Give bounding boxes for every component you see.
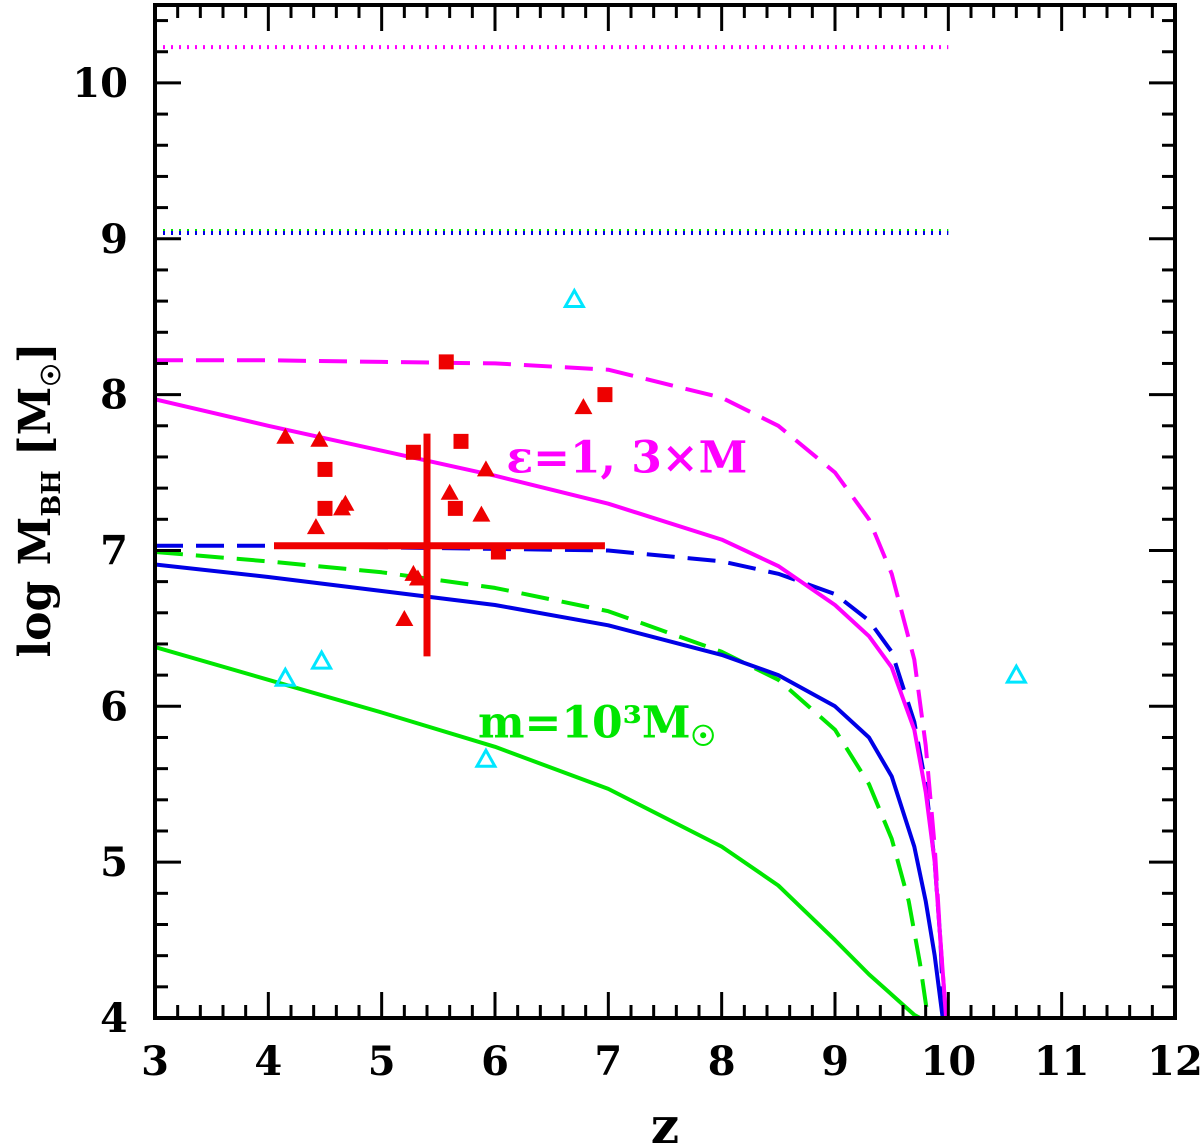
series-line-0 [155,645,921,1018]
y-axis-label: log MBH [M☉] [10,342,67,657]
y-axis-label-unit-close: ] [10,342,61,363]
series-line-1 [155,550,930,1018]
y-axis-label-unit: [M [10,387,61,457]
plot-frame [153,3,1177,1020]
axis-labels-group: z log MBH [M☉] [10,342,679,1148]
open-triangle-point-0 [273,666,297,687]
filled-square-point-1 [317,500,333,516]
x-tick-label-1: 4 [254,1038,282,1085]
filled-triangle-point-2 [306,518,325,535]
filled-square-point-4 [447,500,463,516]
filled-square-point-0 [317,461,333,477]
x-tick-label-4: 7 [594,1038,622,1085]
annotation-text-0: ε=1, 3×M [506,433,747,484]
series-group [155,45,949,1018]
open-triangle-point-4 [1004,663,1028,684]
y-axis-label-sun: ☉ [37,363,67,386]
y-tick-label-4: 8 [100,372,128,419]
axes-group [153,3,1177,1020]
x-tick-label-7: 10 [920,1038,976,1085]
open-triangle-point-1 [310,649,334,670]
y-tick-label-5: 9 [100,216,128,263]
x-tick-label-8: 11 [1034,1038,1090,1085]
y-axis-label-sub: BH [37,470,67,517]
x-axis-label: z [651,1096,679,1148]
y-tick-label-2: 6 [100,683,128,730]
series-line-5 [155,358,949,1018]
filled-triangle-point-11 [574,398,593,415]
svg-text:log MBH[M☉]: log MBH [M☉] [10,342,67,657]
y-tick-label-3: 7 [100,527,128,574]
filled-triangle-point-7 [408,569,427,586]
annotation-text-1: m=10³M [478,697,691,748]
filled-triangle-point-10 [472,505,491,522]
filled-triangle-point-0 [276,427,295,444]
x-tick-label-3: 6 [481,1038,509,1085]
open-triangle-point-2 [474,747,498,768]
x-tick-label-2: 5 [368,1038,396,1085]
y-axis-label-main: log M [10,517,61,658]
filled-square-point-3 [438,354,454,370]
filled-square-point-2 [405,444,421,460]
y-tick-label-1: 5 [100,839,128,886]
filled-triangle-point-5 [395,610,414,627]
x-tick-label-9: 12 [1147,1038,1200,1085]
filled-square-point-5 [453,433,469,449]
markers-group [273,287,1028,768]
x-tick-label-0: 3 [141,1038,169,1085]
annotations-group: ε=1, 3×M m=10³M☉ [478,433,747,753]
y-tick-label-6: 10 [72,60,128,107]
annotation-sun-symbol-1: ☉ [691,719,716,752]
filled-triangle-point-9 [476,460,495,477]
error-cross-group [274,433,605,657]
filled-triangle-point-1 [310,430,329,447]
open-triangle-point-3 [562,287,586,309]
x-tick-label-5: 8 [708,1038,736,1085]
x-tick-label-6: 9 [821,1038,849,1085]
annotation-1: m=10³M☉ [478,697,716,752]
series-line-2 [155,562,945,1018]
y-tick-label-0: 4 [100,995,128,1042]
filled-triangle-point-4 [333,499,351,516]
filled-triangle-point-8 [440,483,459,500]
annotation-0: ε=1, 3×M [506,433,747,484]
filled-square-point-7 [597,387,613,403]
